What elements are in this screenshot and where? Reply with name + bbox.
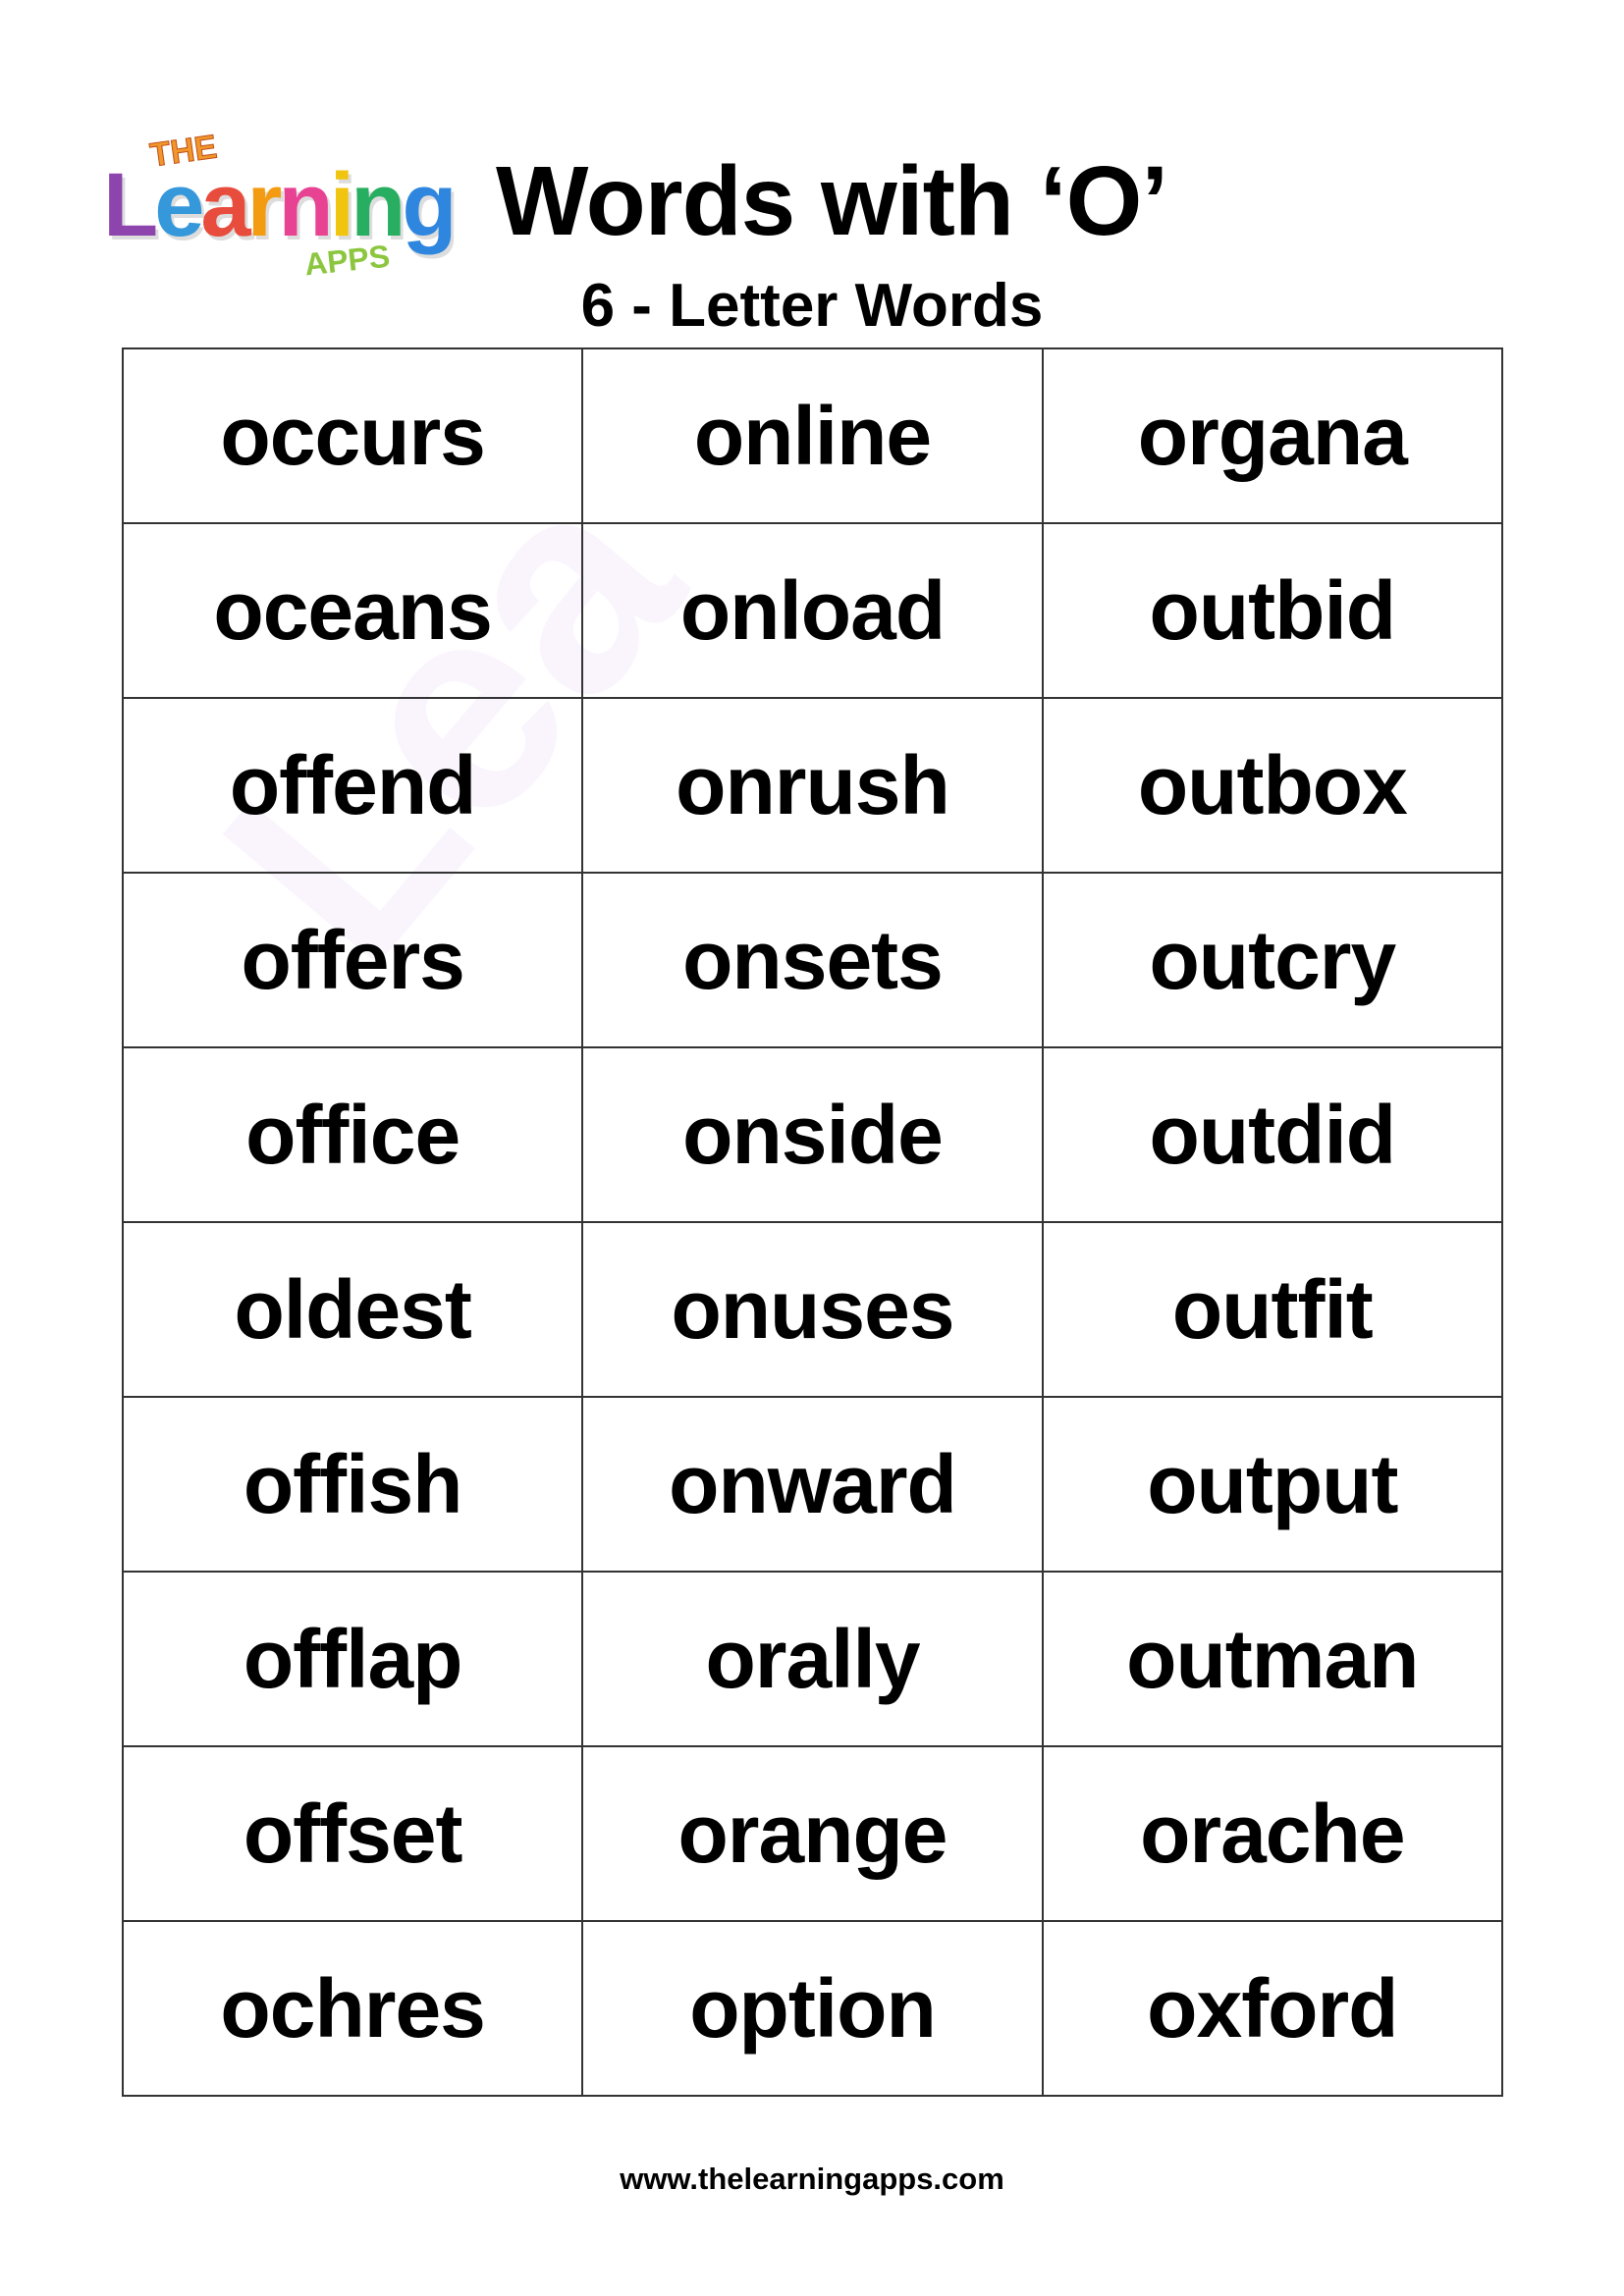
- logo-letter: r: [246, 155, 283, 255]
- word-cell: oceans: [121, 522, 584, 699]
- word-cell: oxford: [1041, 1920, 1504, 2097]
- word-cell: orally: [581, 1571, 1044, 1747]
- word-cell: outdid: [1041, 1046, 1504, 1223]
- table-row: offers onsets outcry: [121, 872, 1504, 1048]
- word-cell: onuses: [581, 1221, 1044, 1398]
- word-cell: offlap: [121, 1571, 584, 1747]
- logo-letter: e: [154, 155, 204, 255]
- subtitle-text: 6 - Letter Words: [580, 272, 1044, 340]
- word-cell: office: [121, 1046, 584, 1223]
- word-cell: ochres: [121, 1920, 584, 2097]
- word-cell: outbid: [1041, 522, 1504, 699]
- table-row: offset orange orache: [121, 1745, 1504, 1922]
- word-cell: orange: [581, 1745, 1044, 1922]
- word-cell: online: [581, 347, 1044, 524]
- word-cell: outcry: [1041, 872, 1504, 1048]
- table-row: oceans onload outbid: [121, 522, 1504, 699]
- table-row: offend onrush outbox: [121, 697, 1504, 874]
- word-cell: onward: [581, 1396, 1044, 1573]
- word-cell: outfit: [1041, 1221, 1504, 1398]
- word-cell: occurs: [121, 347, 584, 524]
- logo: THE Learning APPS: [103, 128, 476, 290]
- logo-letter: g: [402, 155, 457, 255]
- word-cell: offend: [121, 697, 584, 874]
- word-cell: onrush: [581, 697, 1044, 874]
- word-cell: onside: [581, 1046, 1044, 1223]
- table-row: offlap orally outman: [121, 1571, 1504, 1747]
- word-cell: onsets: [581, 872, 1044, 1048]
- page-title: Words with ‘O’: [496, 146, 1168, 256]
- word-cell: offers: [121, 872, 584, 1048]
- word-table: occurs online organa oceans onload outbid offe…: [121, 347, 1504, 2097]
- word-cell: output: [1041, 1396, 1504, 1573]
- logo-letter: n: [278, 155, 333, 255]
- word-cell: orache: [1041, 1745, 1504, 1922]
- logo-letter: n: [351, 155, 406, 255]
- logo-letter: i: [329, 155, 354, 255]
- table-row: offish onward output: [121, 1396, 1504, 1573]
- page-subtitle: 6 - Letter Words: [0, 267, 1624, 346]
- word-cell: offset: [121, 1745, 584, 1922]
- logo-learning: Learning: [103, 154, 458, 257]
- word-cell: organa: [1041, 347, 1504, 524]
- table-row: office onside outdid: [121, 1046, 1504, 1223]
- logo-letter: L: [103, 155, 158, 255]
- table-row: oldest onuses outfit: [121, 1221, 1504, 1398]
- word-cell: option: [581, 1920, 1044, 2097]
- word-cell: outman: [1041, 1571, 1504, 1747]
- word-cell: outbox: [1041, 697, 1504, 874]
- word-cell: onload: [581, 522, 1044, 699]
- table-row: ochres option oxford: [121, 1920, 1504, 2097]
- footer-url: www.thelearningapps.com: [620, 2162, 1004, 2196]
- word-cell: oldest: [121, 1221, 584, 1398]
- table-row: occurs online organa: [121, 347, 1504, 524]
- word-cell: offish: [121, 1396, 584, 1573]
- logo-letter: a: [200, 155, 250, 255]
